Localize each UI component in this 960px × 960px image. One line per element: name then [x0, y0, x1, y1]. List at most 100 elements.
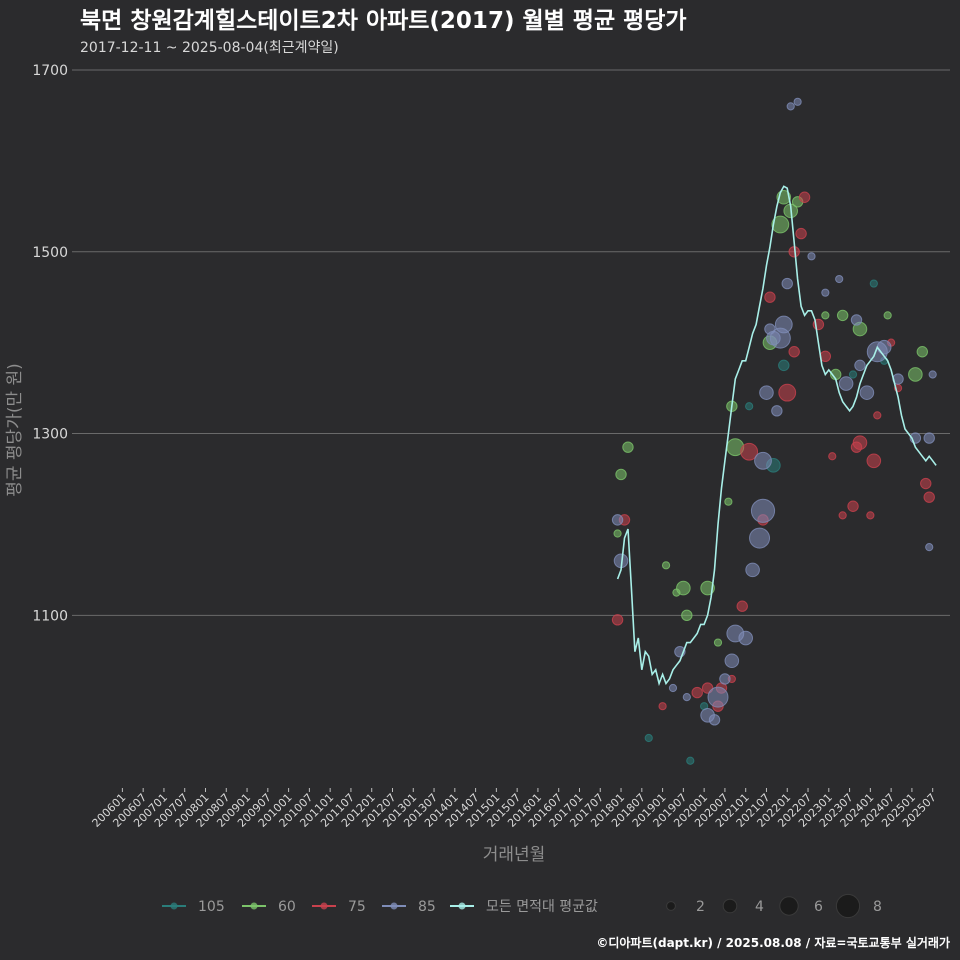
chart-title: 북면 창원감계힐스테이트2차 아파트(2017) 월별 평균 평당가: [80, 8, 687, 34]
point-85: [786, 102, 795, 111]
legend-label-avg: 모든 면적대 평균값: [486, 899, 598, 915]
legend-size-label: 8: [873, 899, 882, 915]
point-75: [847, 500, 859, 512]
point-85: [724, 653, 740, 669]
point-85: [745, 562, 760, 578]
legend-label-60: 60: [278, 899, 296, 915]
legend-size-label: 2: [696, 899, 705, 915]
point-85: [781, 277, 793, 290]
point-75: [873, 411, 882, 420]
legend-label-85: 85: [418, 899, 436, 915]
point-75: [866, 511, 875, 520]
legend-size-circle: [835, 893, 861, 919]
y-tick-label: 1500: [32, 245, 68, 261]
point-85: [611, 514, 624, 526]
point-105: [778, 359, 790, 372]
point-60: [622, 441, 634, 453]
point-105: [869, 279, 878, 288]
point-85: [859, 385, 875, 400]
point-75: [828, 452, 837, 461]
point-85: [707, 686, 729, 708]
point-60: [681, 609, 693, 622]
x-axis-label: 거래년월: [483, 845, 546, 865]
legend-size-circle: [722, 898, 738, 914]
footer-source: ©디아파트(dapt.kr) / 2025.08.08 / 자료=국토교통부 실…: [596, 935, 950, 950]
point-85: [925, 543, 934, 552]
legend-label-105: 105: [198, 899, 225, 915]
point-75: [838, 511, 847, 520]
point-85: [923, 432, 935, 444]
point-75: [658, 702, 667, 711]
point-85: [749, 527, 771, 549]
legend-size-label: 4: [755, 899, 764, 915]
point-85: [668, 683, 678, 693]
x-tick-labels: 2006012006072007012007072008012008072009…: [90, 788, 939, 830]
legend-size-label: 6: [814, 899, 823, 915]
point-85: [835, 274, 844, 284]
point-85: [838, 376, 854, 391]
y-tick-labels: 1100 1300 1500 1700: [32, 63, 68, 624]
legend-size-circle: [666, 901, 676, 911]
point-85: [774, 315, 793, 334]
point-60: [713, 638, 723, 647]
point-75: [798, 191, 811, 203]
point-60: [916, 346, 928, 358]
point-105: [745, 402, 754, 411]
point-85: [738, 630, 753, 646]
point-60: [661, 561, 671, 570]
y-tick-label: 1700: [32, 63, 68, 79]
legend-key-dot-avg: [458, 902, 466, 910]
point-60: [613, 529, 622, 538]
point-75: [788, 346, 800, 358]
point-60: [615, 468, 627, 481]
point-60: [724, 497, 733, 506]
average-line-path: [616, 185, 937, 687]
point-85: [750, 498, 776, 523]
point-60: [821, 311, 830, 320]
point-85: [821, 288, 830, 297]
point-85: [708, 714, 721, 726]
legend-key-dot-105: [170, 902, 178, 910]
legend-key-dot-85: [390, 902, 398, 910]
point-75: [852, 435, 868, 450]
point-75: [923, 491, 935, 503]
legend-key-dot-75: [320, 902, 328, 910]
legend-size-circle: [779, 896, 799, 916]
point-85: [928, 370, 937, 379]
scatter-points: [611, 97, 937, 765]
average-line: [616, 185, 937, 687]
point-60: [771, 215, 790, 234]
point-85: [793, 97, 802, 106]
y-axis-label: 평균 평당가(만 원): [5, 363, 25, 497]
point-85: [719, 673, 731, 685]
point-85: [876, 339, 892, 355]
point-85: [850, 314, 863, 326]
point-85: [759, 385, 774, 400]
legend-key-dot-60: [250, 902, 258, 910]
point-60: [836, 309, 849, 322]
point-60: [676, 580, 691, 596]
point-75: [795, 227, 807, 240]
point-75: [691, 686, 703, 699]
y-tick-label: 1300: [32, 427, 68, 443]
point-75: [764, 291, 776, 303]
point-85: [682, 693, 691, 702]
point-85: [807, 252, 816, 261]
point-105: [848, 370, 858, 379]
point-60: [883, 311, 892, 320]
legend: 105 60 75 85 모든 면적대 평균값 2 4 6 8: [162, 893, 882, 919]
point-75: [920, 477, 932, 490]
y-tick-label: 1100: [32, 608, 68, 624]
point-75: [778, 383, 797, 402]
point-60: [908, 367, 923, 382]
y-gridlines: [72, 69, 950, 616]
point-75: [740, 442, 759, 461]
point-75: [736, 600, 748, 612]
point-75: [866, 453, 882, 469]
point-75: [611, 614, 624, 626]
chart-subtitle: 2017-12-11 ~ 2025-08-04(최근계약일): [80, 40, 339, 56]
point-85: [754, 451, 772, 470]
point-105: [686, 756, 695, 765]
point-85: [771, 405, 783, 417]
